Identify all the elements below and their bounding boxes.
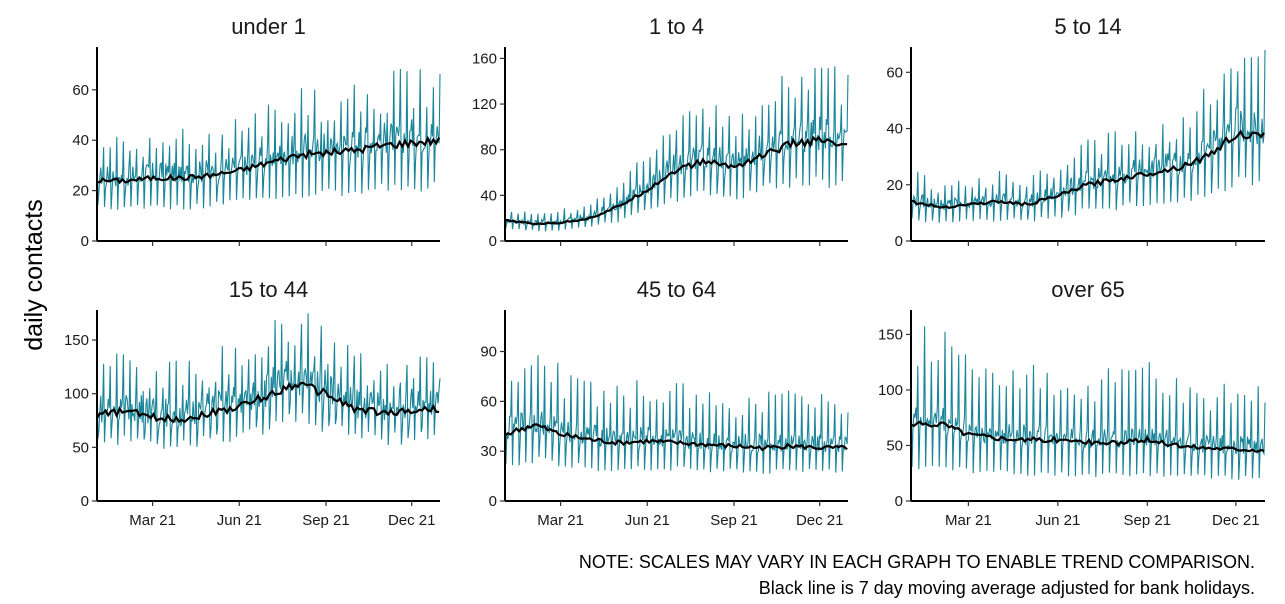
y-tick-label: 0 [81, 233, 89, 250]
moving-average-line [96, 381, 440, 424]
y-tick-label: 40 [480, 187, 497, 204]
x-tick-label: Dec 21 [796, 512, 844, 529]
y-tick-label: 120 [472, 96, 497, 113]
x-tick-label: Sep 21 [710, 512, 758, 529]
daily-series-line [96, 313, 441, 449]
x-tick-label: Mar 21 [945, 512, 992, 529]
y-tick-label: 0 [895, 493, 903, 510]
panel: 5 to 14 0 20 40 60 [886, 14, 1266, 250]
panel-title: 1 to 4 [649, 14, 704, 39]
y-tick-label: 40 [886, 121, 903, 138]
y-tick-label: 20 [72, 183, 89, 200]
panel-title: under 1 [231, 14, 306, 39]
x-tick-label: Jun 21 [625, 512, 670, 529]
y-tick-label: 0 [489, 233, 497, 250]
y-tick-label: 50 [72, 439, 89, 456]
panel: under 1 0 20 40 60 [72, 14, 441, 250]
panel: 15 to 44 0 50 100 150 Mar 21 Jun 21 Sep 21 Dec 2… [64, 277, 441, 529]
y-tick-label: 0 [489, 493, 497, 510]
y-tick-label: 100 [878, 382, 903, 399]
moving-average-line [910, 420, 1265, 453]
x-tick-label: Dec 21 [1212, 512, 1260, 529]
y-tick-label: 80 [480, 142, 497, 159]
y-tick-label: 60 [886, 64, 903, 81]
y-tick-label: 150 [878, 326, 903, 343]
y-tick-label: 100 [64, 386, 89, 403]
daily-series-line [504, 355, 849, 474]
daily-series-line [504, 66, 849, 232]
panel-title: 15 to 44 [229, 277, 309, 302]
panel-title: 5 to 14 [1054, 14, 1121, 39]
moving-average-note: Black line is 7 day moving average adjus… [758, 578, 1255, 598]
moving-average-line [910, 129, 1265, 209]
x-tick-label: Jun 21 [1035, 512, 1080, 529]
moving-average-line [504, 423, 848, 452]
scale-note: NOTE: SCALES MAY VARY IN EACH GRAPH TO E… [578, 552, 1255, 572]
panels-group: under 1 0 20 40 60 1 to 4 0 40 80 120 160 5 to 14 0 2… [64, 14, 1266, 529]
y-tick-label: 40 [72, 132, 89, 149]
y-tick-label: 20 [886, 177, 903, 194]
y-tick-label: 150 [64, 332, 89, 349]
panel: 45 to 64 0 30 60 90 Mar 21 Jun 21 Sep 21 Dec 21 [480, 277, 849, 529]
x-tick-label: Mar 21 [129, 512, 176, 529]
panel-title: over 65 [1051, 277, 1124, 302]
x-tick-label: Sep 21 [1124, 512, 1172, 529]
y-tick-label: 160 [472, 50, 497, 67]
moving-average-line [96, 135, 441, 185]
panel: over 65 0 50 100 150 Mar 21 Jun 21 Sep 21 Dec 21 [878, 277, 1266, 529]
y-tick-label: 60 [72, 82, 89, 99]
panel: 1 to 4 0 40 80 120 160 [472, 14, 849, 250]
y-tick-label: 0 [895, 233, 903, 250]
y-axis-label: daily contacts [20, 199, 48, 350]
y-tick-label: 90 [480, 344, 497, 361]
x-tick-label: Jun 21 [217, 512, 262, 529]
panel-title: 45 to 64 [637, 277, 717, 302]
y-tick-label: 0 [81, 493, 89, 510]
daily-series-line [96, 68, 441, 210]
moving-average-line [504, 135, 848, 226]
daily-series-line [910, 326, 1266, 480]
y-tick-label: 60 [480, 393, 497, 410]
y-tick-label: 30 [480, 443, 497, 460]
x-tick-label: Dec 21 [388, 512, 436, 529]
y-tick-label: 50 [886, 437, 903, 454]
daily-series-line [910, 49, 1266, 223]
x-tick-label: Sep 21 [302, 512, 350, 529]
x-tick-label: Mar 21 [537, 512, 584, 529]
